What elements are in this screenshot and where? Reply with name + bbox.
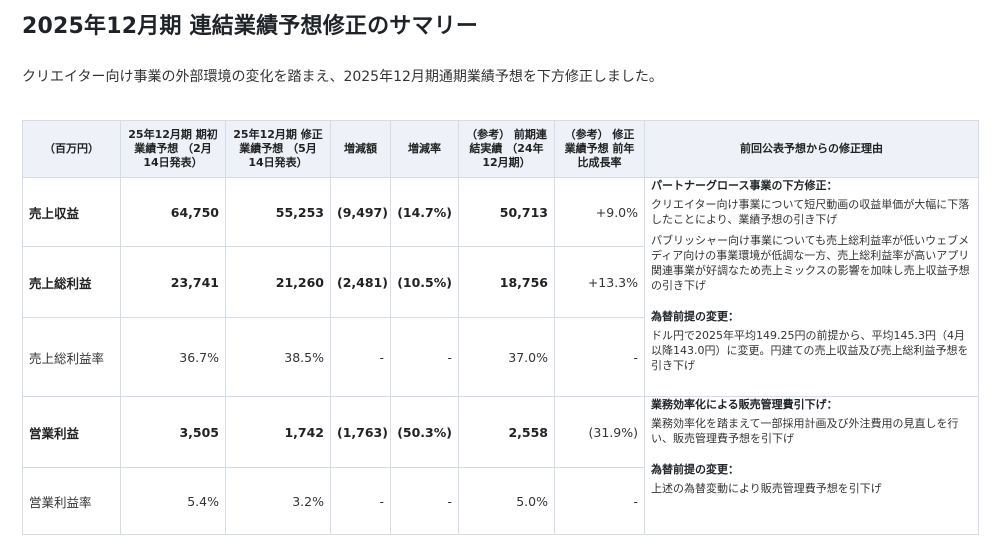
cell-revised: 1,742 — [225, 396, 331, 468]
header-unit: （百万円） — [22, 120, 121, 178]
cell-prior: 2,558 — [458, 396, 555, 468]
cell-initial: 36.7% — [120, 317, 226, 397]
cell-rate: (50.3%) — [390, 396, 459, 468]
table-row-gross-profit: 売上総利益 23,741 21,260 (2,481) (10.5%) 18,7… — [22, 246, 979, 318]
cell-revised: 55,253 — [225, 177, 331, 247]
reason-fx-text: 上述の為替変動により販売管理費予想を引下げ — [651, 482, 882, 495]
cell-rate: (10.5%) — [390, 246, 459, 318]
cell-prior: 50,713 — [458, 177, 555, 247]
table-row-operating-profit: 営業利益 3,505 1,742 (1,763) (50.3%) 2,558 (… — [22, 396, 979, 535]
cell-growth: +13.3% — [554, 246, 645, 318]
cell-growth: - — [554, 467, 645, 535]
cell-growth: +9.0% — [554, 177, 645, 247]
row-label: 売上収益 — [22, 177, 121, 247]
header-initial-forecast: 25年12月期 期初業績予想 （2月14日発表） — [120, 120, 226, 178]
reason-text: パブリッシャー向け事業についても売上総利益率が低いウェブメディア向けの事業環境が… — [651, 234, 970, 292]
cell-growth: (31.9%) — [554, 396, 645, 468]
cell-prior: 37.0% — [458, 317, 555, 397]
table-header-row: （百万円） 25年12月期 期初業績予想 （2月14日発表） 25年12月期 修… — [22, 120, 979, 178]
cell-prior: 5.0% — [458, 467, 555, 535]
cell-diff: (2,481) — [330, 246, 391, 318]
cell-initial: 3,505 — [120, 396, 226, 468]
header-revision-reason: 前回公表予想からの修正理由 — [644, 120, 979, 178]
table-row-operating-margin: 営業利益率 5.4% 3.2% - - 5.0% - — [22, 467, 979, 535]
cell-growth: - — [554, 317, 645, 397]
header-change-rate: 増減率 — [390, 120, 459, 178]
cell-initial: 64,750 — [120, 177, 226, 247]
reason-operating: 業務効率化による販売管理費引下げ： 業務効率化を踏まえて一部採用計画及び外注費用… — [644, 396, 979, 535]
reason-revenue: パートナーグロース事業の下方修正： クリエイター向け事業について短尺動画の収益単… — [644, 177, 979, 397]
page-subtitle: クリエイター向け事業の外部環境の変化を踏まえ、2025年12月期通期業績予想を下… — [22, 69, 663, 85]
forecast-revision-table: （百万円） 25年12月期 期初業績予想 （2月14日発表） 25年12月期 修… — [22, 120, 979, 535]
cell-revised: 38.5% — [225, 317, 331, 397]
cell-prior: 18,756 — [458, 246, 555, 318]
table-row-revenue: 売上収益 64,750 55,253 (9,497) (14.7%) 50,71… — [22, 177, 979, 397]
cell-diff: (9,497) — [330, 177, 391, 247]
row-label: 売上総利益 — [22, 246, 121, 318]
cell-revised: 21,260 — [225, 246, 331, 318]
page-title: 2025年12月期 連結業績予想修正のサマリー — [22, 14, 479, 39]
header-change-amount: 増減額 — [330, 120, 391, 178]
row-label: 営業利益 — [22, 396, 121, 468]
reason-heading: パートナーグロース事業の下方修正： — [651, 179, 838, 192]
cell-revised: 3.2% — [225, 467, 331, 535]
reason-text: クリエイター向け事業について短尺動画の収益単価が大幅に下落したことにより、業績予… — [651, 198, 970, 226]
header-yoy-growth: （参考） 修正業績予想 前年比成長率 — [554, 120, 645, 178]
cell-diff: - — [330, 467, 391, 535]
reason-fx-heading: 為替前提の変更： — [651, 310, 739, 323]
cell-diff: - — [330, 317, 391, 397]
reason-text: 業務効率化を踏まえて一部採用計画及び外注費用の見直しを行い、販売管理費予想を引下… — [651, 417, 959, 445]
reason-fx-text: ドル円で2025年平均149.25円の前提から、平均145.3円（4月以降143… — [651, 329, 969, 372]
cell-initial: 23,741 — [120, 246, 226, 318]
cell-rate: (14.7%) — [390, 177, 459, 247]
cell-rate: - — [390, 467, 459, 535]
header-revised-forecast: 25年12月期 修正業績予想 （5月14日発表） — [225, 120, 331, 178]
cell-diff: (1,763) — [330, 396, 391, 468]
cell-rate: - — [390, 317, 459, 397]
row-label: 営業利益率 — [22, 467, 121, 535]
reason-fx-heading: 為替前提の変更： — [651, 463, 739, 476]
cell-initial: 5.4% — [120, 467, 226, 535]
row-label: 売上総利益率 — [22, 317, 121, 397]
reason-heading: 業務効率化による販売管理費引下げ： — [651, 398, 838, 411]
table-row-gross-margin: 売上総利益率 36.7% 38.5% - - 37.0% - — [22, 317, 979, 397]
header-prior-actual: （参考） 前期連結実績 （24年12月期） — [458, 120, 555, 178]
